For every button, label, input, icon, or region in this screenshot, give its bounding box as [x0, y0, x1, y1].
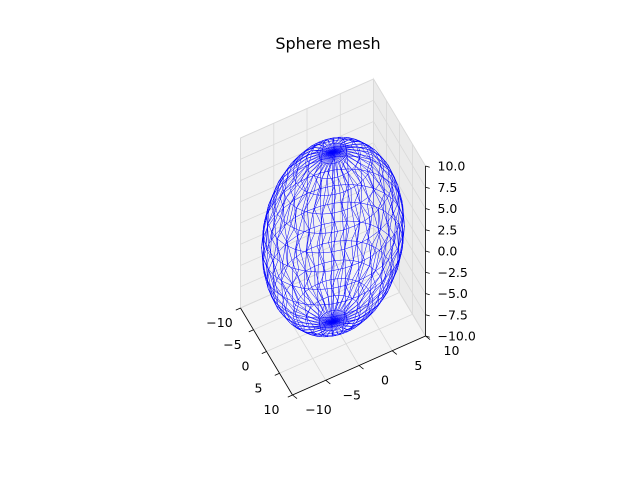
- sphere-wireframe: [261, 136, 405, 338]
- mesh-diagonal-line: [271, 150, 334, 323]
- mesh-diagonal-line: [331, 151, 339, 336]
- x-tick-mark: [274, 372, 280, 376]
- gridline-z-ywall: [373, 227, 426, 316]
- z-tick-label: 7.5: [438, 180, 458, 195]
- mesh-diagonal-line: [332, 146, 400, 323]
- mesh-diagonal-line: [332, 138, 375, 323]
- z-tick-mark: [425, 186, 430, 189]
- gridline-z-ywall: [373, 121, 426, 209]
- z-tick-label: 5.0: [438, 201, 458, 216]
- gridline-z-ywall: [373, 78, 426, 167]
- mesh-diagonal-line: [291, 151, 334, 336]
- x-tick-label: 0: [242, 359, 250, 374]
- mesh-diagonal-line: [313, 139, 334, 323]
- y-tick-label: 5: [414, 358, 422, 373]
- mesh-diagonal-line: [263, 151, 334, 323]
- y-tick-mark: [392, 350, 398, 355]
- gridline-z-ywall: [373, 100, 426, 188]
- axes-lines: [235, 165, 431, 399]
- mesh-diagonal-line: [266, 151, 334, 328]
- z-tick-mark: [425, 250, 430, 253]
- mesh-diagonal-line: [332, 151, 395, 324]
- y-tick-mark: [292, 394, 298, 399]
- mesh-diagonal-line: [332, 148, 404, 323]
- mesh-diagonal-line: [327, 138, 335, 323]
- mesh-diagonal-line: [304, 151, 334, 338]
- mesh-diagonal-line: [332, 143, 394, 323]
- mesh-diagonal-line: [332, 151, 377, 330]
- x-tick-mark: [248, 329, 254, 333]
- mesh-diagonal-line: [332, 136, 362, 323]
- mesh-diagonal-line: [332, 140, 385, 323]
- z-tick-mark: [425, 335, 430, 338]
- mesh-diagonal-line: [317, 151, 334, 337]
- mesh-diagonal-line: [262, 151, 334, 326]
- y-tick-label: 0: [381, 373, 389, 388]
- y-tick-label: −5: [343, 387, 361, 402]
- z-tick-label: 0.0: [438, 244, 458, 259]
- mesh-diagonal-line: [272, 151, 334, 331]
- mesh-diagonal-line: [279, 147, 334, 323]
- x-tick-mark: [287, 394, 293, 398]
- x-tick-label: 5: [255, 380, 263, 395]
- axes-gridlines: [240, 78, 426, 396]
- z-tick-mark: [425, 208, 430, 211]
- chart-title: Sphere mesh: [275, 34, 380, 53]
- z-tick-label: −10.0: [438, 329, 476, 344]
- y-tick-label: 10: [444, 343, 460, 358]
- y-tick-mark: [325, 379, 331, 385]
- x-tick-mark: [261, 351, 267, 354]
- x-tick-label: −5: [223, 337, 241, 352]
- mesh-diagonal-line: [289, 144, 334, 323]
- z-tick-label: −2.5: [438, 265, 468, 280]
- z-tick-label: −5.0: [438, 286, 468, 301]
- y-tick-label: −10: [305, 402, 331, 417]
- gridline-z-ywall: [373, 142, 426, 231]
- z-tick-label: −7.5: [438, 307, 468, 322]
- z-tick-mark: [425, 314, 430, 317]
- z-tick-mark: [425, 293, 430, 296]
- mesh-diagonal-line: [332, 151, 353, 335]
- mesh-diagonal-line: [281, 151, 334, 334]
- gridline-z-xwall: [240, 78, 374, 139]
- x-tick-label: 10: [264, 402, 280, 417]
- x-tick-label: −10: [206, 315, 232, 330]
- mesh-diagonal-line: [332, 137, 349, 323]
- x-tick-mark: [235, 307, 241, 311]
- gridline-z-xwall: [240, 99, 374, 160]
- gridline-z-xwall: [240, 227, 374, 288]
- mesh-diagonal-line: [332, 151, 403, 323]
- z-tick-label: 2.5: [438, 222, 458, 237]
- y-tick-mark: [358, 365, 364, 370]
- z-tick-mark: [425, 271, 430, 274]
- z-tick-mark: [425, 165, 430, 168]
- z-tick-label: 10.0: [438, 159, 466, 174]
- gridline-z-ywall: [373, 206, 426, 294]
- z-tick-mark: [425, 229, 430, 232]
- mesh-diagonal-line: [332, 151, 387, 327]
